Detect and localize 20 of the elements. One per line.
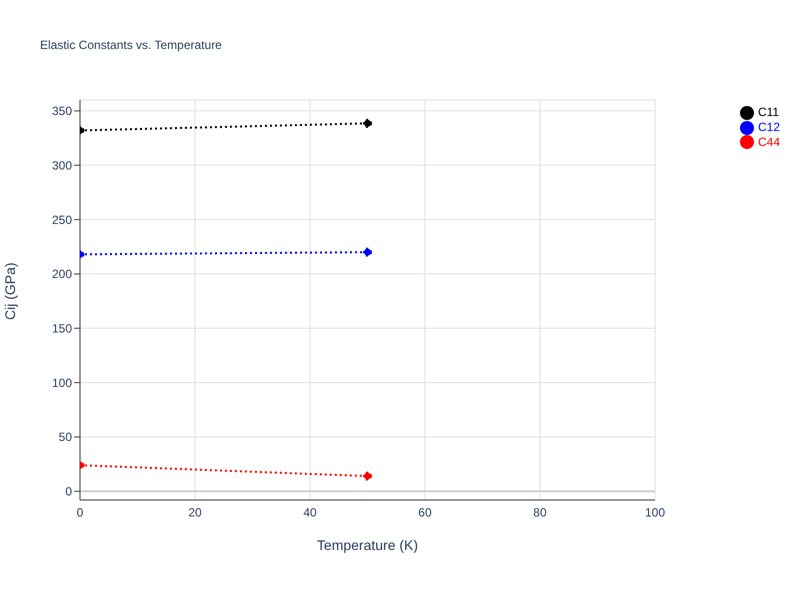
legend-label: C12	[758, 120, 780, 134]
x-tick-label: 100	[644, 506, 666, 520]
y-tick-label: 100	[52, 376, 72, 390]
legend-label: C44	[758, 134, 780, 149]
x-tick-label: 80	[533, 506, 547, 520]
legend-label: C11	[758, 105, 780, 119]
x-tick-label: 60	[418, 506, 432, 520]
y-tick-label: 200	[52, 267, 72, 282]
x-tick-label: 20	[188, 506, 202, 520]
y-tick-label: 150	[52, 322, 72, 336]
x-axis-title: Temperature (K)	[316, 537, 418, 553]
y-tick-label: 250	[52, 212, 72, 227]
chart-title: Elastic Constants vs. Temperature	[40, 38, 222, 52]
x-tick-label: 40	[303, 506, 317, 520]
y-axis-title: Cij (GPa)	[2, 262, 18, 320]
y-tick-label: 50	[58, 430, 72, 444]
y-tick-label: 350	[52, 104, 72, 118]
y-tick-label: 0	[65, 484, 72, 499]
y-tick-label: 300	[52, 158, 72, 172]
x-tick-label: 0	[76, 506, 84, 520]
